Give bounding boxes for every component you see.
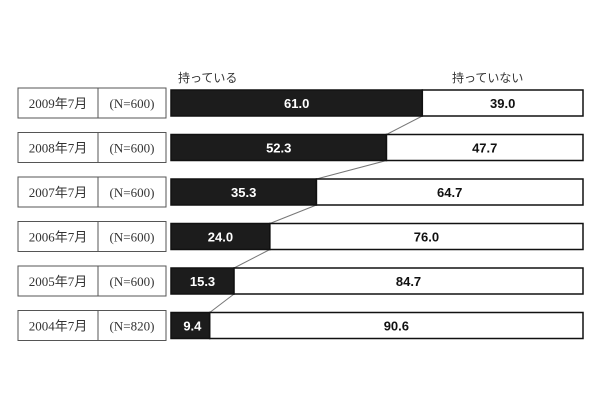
sample-size-cell <box>97 221 167 252</box>
bar-rows: 2009年7月 (N=600) 61.0 39.0 2008年7月 (N=600) 52.3… <box>17 87 584 341</box>
period-label: 2009年7月 <box>29 96 88 111</box>
sample-size-label: (N=600) <box>110 141 155 156</box>
bar-segment-owned <box>170 178 318 206</box>
data-label-owned: 35.3 <box>231 185 256 200</box>
period-label: 2008年7月 <box>29 141 88 156</box>
data-label-owned: 52.3 <box>266 141 291 156</box>
bar-segment-not-owned <box>421 89 584 117</box>
period-label: 2007年7月 <box>29 185 88 200</box>
data-label-not-owned: 47.7 <box>472 141 497 156</box>
data-label-not-owned: 76.0 <box>414 230 439 245</box>
data-label-owned: 24.0 <box>208 230 233 245</box>
bar-segment-not-owned <box>269 222 584 251</box>
bar-segment-not-owned <box>208 311 584 340</box>
sample-size-cell <box>97 265 167 297</box>
period-cell <box>17 265 99 297</box>
bar-row: 2005年7月 (N=600) 15.3 84.7 <box>17 265 584 297</box>
bar-segment-not-owned <box>315 178 584 206</box>
sample-size-label: (N=820) <box>110 319 155 334</box>
period-label: 2004年7月 <box>29 319 88 334</box>
data-label-not-owned: 84.7 <box>396 274 421 289</box>
sample-size-label: (N=600) <box>110 274 155 289</box>
bar-segment-owned <box>170 267 235 295</box>
bar-segment-owned <box>170 311 211 340</box>
bar-segment-owned <box>170 89 424 117</box>
period-cell <box>17 310 99 341</box>
data-label-not-owned: 64.7 <box>437 185 462 200</box>
legend: 持っている 持っていない <box>178 70 523 85</box>
connector-line <box>209 293 235 313</box>
period-label: 2006年7月 <box>29 230 88 245</box>
sample-size-label: (N=600) <box>110 185 155 200</box>
sample-size-cell <box>97 132 167 163</box>
data-label-owned: 61.0 <box>284 96 309 111</box>
bar-row: 2006年7月 (N=600) 24.0 76.0 <box>17 221 584 252</box>
bar-segment-owned <box>170 222 271 251</box>
data-label-owned: 9.4 <box>183 319 202 334</box>
sample-size-cell <box>97 310 167 341</box>
connector-lines <box>209 115 423 313</box>
sample-size-label: (N=600) <box>110 230 155 245</box>
connector-line <box>316 160 387 180</box>
period-cell <box>17 221 99 252</box>
sample-size-label: (N=600) <box>110 96 155 111</box>
data-label-owned: 15.3 <box>190 274 215 289</box>
data-label-not-owned: 39.0 <box>490 96 515 111</box>
connector-line <box>386 115 423 135</box>
period-label: 2005年7月 <box>29 274 88 289</box>
data-label-not-owned: 90.6 <box>384 319 409 334</box>
bar-segment-not-owned <box>233 267 584 295</box>
connector-line <box>233 249 271 269</box>
sample-size-cell <box>97 176 167 208</box>
sample-size-cell <box>97 87 167 119</box>
period-cell <box>17 132 99 163</box>
connector-line <box>269 204 317 224</box>
period-cell <box>17 87 99 119</box>
legend-label-not-owned: 持っていない <box>452 70 523 85</box>
bar-segment-owned <box>170 133 388 162</box>
bar-row: 2008年7月 (N=600) 52.3 47.7 <box>17 132 584 163</box>
period-cell <box>17 176 99 208</box>
legend-label-owned: 持っている <box>178 70 237 85</box>
bar-segment-not-owned <box>385 133 584 162</box>
bar-row: 2004年7月 (N=820) 9.4 90.6 <box>17 310 584 341</box>
bar-row: 2007年7月 (N=600) 35.3 64.7 <box>17 176 584 208</box>
bar-row: 2009年7月 (N=600) 61.0 39.0 <box>17 87 584 119</box>
